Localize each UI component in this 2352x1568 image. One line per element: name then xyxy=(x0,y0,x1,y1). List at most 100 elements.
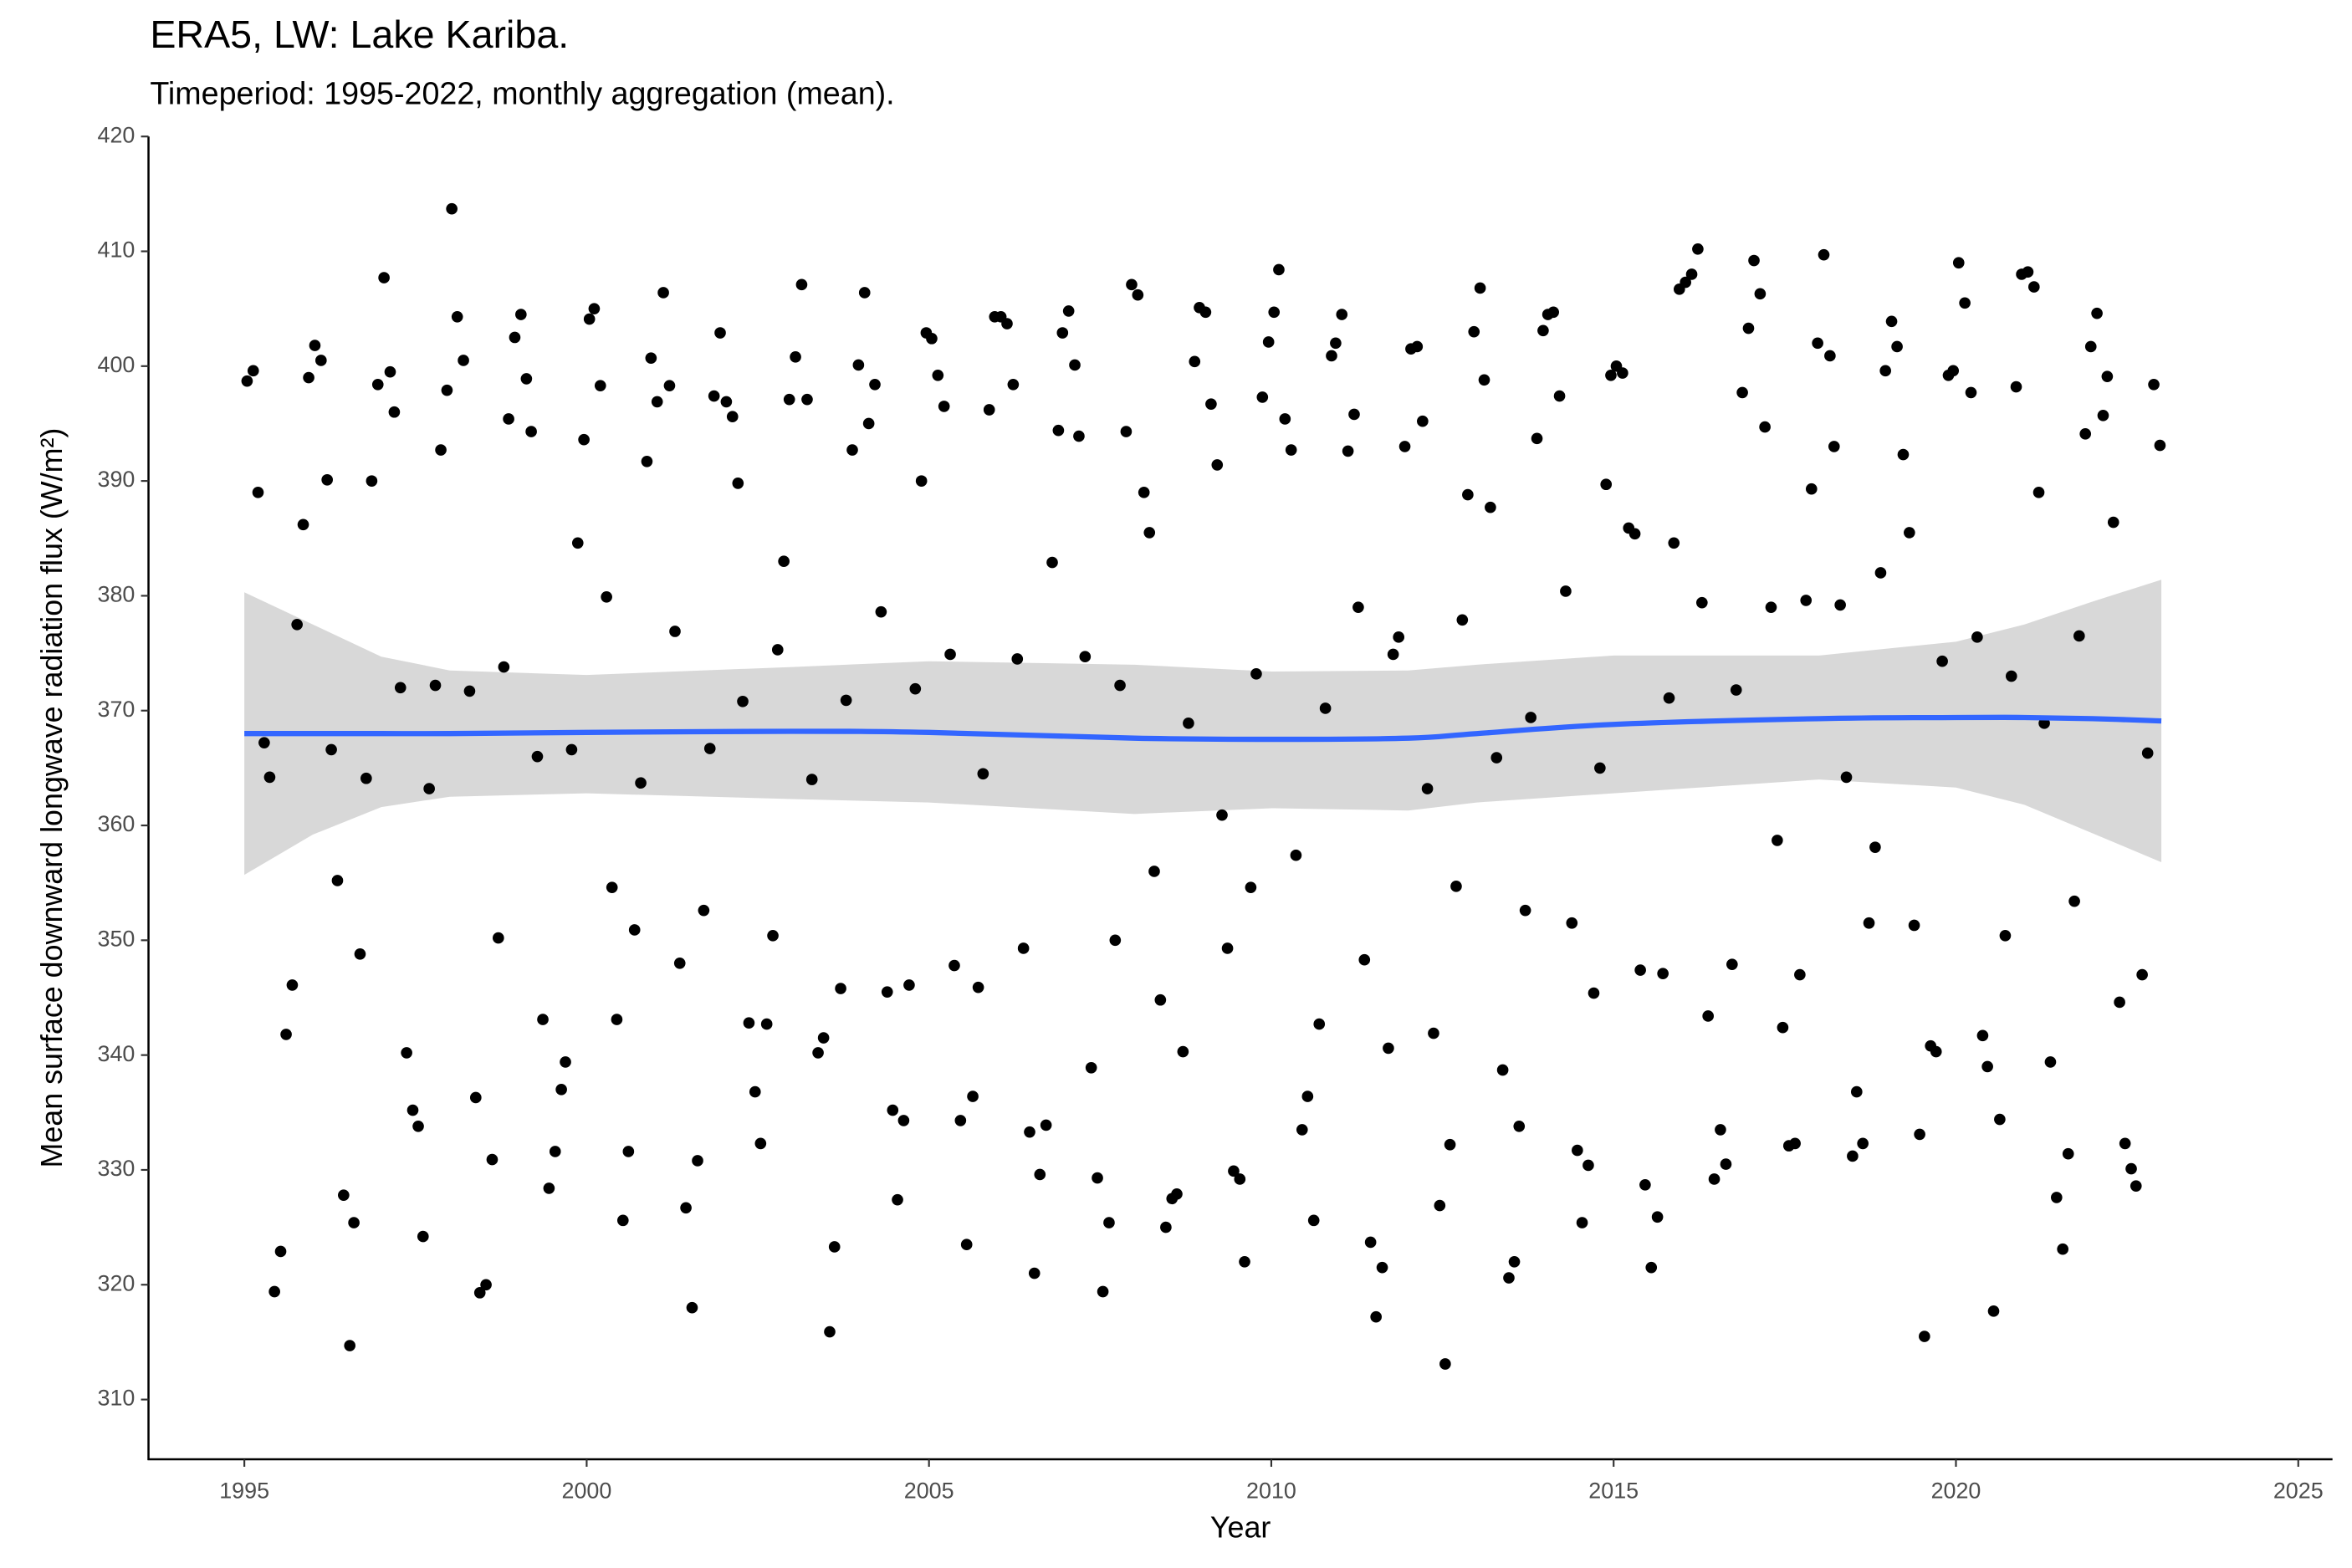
data-point xyxy=(1863,917,1875,929)
y-tick-label: 360 xyxy=(98,811,135,836)
data-point xyxy=(1685,268,1698,280)
data-point xyxy=(1914,1128,1925,1141)
data-point xyxy=(1028,1267,1041,1279)
data-point xyxy=(645,352,657,365)
data-point xyxy=(2084,340,2097,353)
data-point xyxy=(1874,567,1887,579)
data-point xyxy=(1588,987,1600,999)
data-point xyxy=(366,475,378,487)
data-point xyxy=(1726,958,1738,970)
data-point xyxy=(1132,289,1144,301)
y-tick-label: 380 xyxy=(98,582,135,607)
data-point xyxy=(1857,1137,1869,1150)
data-point xyxy=(1947,365,1960,377)
data-point xyxy=(754,1137,767,1150)
x-tick-label: 2010 xyxy=(1246,1479,1296,1504)
data-point xyxy=(2079,428,2092,440)
data-point xyxy=(1079,651,1092,663)
data-point xyxy=(2050,1192,2063,1203)
data-point xyxy=(1228,1165,1240,1177)
data-point xyxy=(1891,340,1903,353)
data-point xyxy=(698,904,710,917)
data-point xyxy=(1421,783,1434,794)
data-point xyxy=(743,1017,755,1029)
data-point xyxy=(1879,365,1891,377)
x-axis-title: Year xyxy=(1210,1511,1271,1545)
data-point xyxy=(840,694,852,707)
data-point xyxy=(1160,1221,1172,1233)
data-point xyxy=(622,1146,635,1157)
y-axis-title: Mean surface downward longwave radiation… xyxy=(35,428,69,1168)
data-point xyxy=(2022,266,2034,278)
y-tick-label: 400 xyxy=(98,352,135,377)
data-point xyxy=(1936,655,1948,667)
data-point xyxy=(1702,1010,1714,1022)
data-point xyxy=(783,393,795,406)
data-point xyxy=(1103,1217,1115,1228)
data-point xyxy=(565,743,578,756)
data-point xyxy=(486,1153,499,1166)
data-point xyxy=(371,378,384,391)
data-point xyxy=(549,1146,561,1157)
data-point xyxy=(435,444,447,456)
data-point xyxy=(1387,648,1399,661)
data-point xyxy=(1904,527,1915,539)
data-point xyxy=(2027,281,2040,293)
data-point xyxy=(1034,1168,1046,1181)
chart-subtitle: Timeperiod: 1995-2022, monthly aggregati… xyxy=(150,76,894,111)
data-point xyxy=(384,365,396,378)
y-tick-label: 370 xyxy=(98,697,135,722)
data-point xyxy=(1553,390,1566,402)
data-point xyxy=(1850,1085,1863,1098)
data-point xyxy=(1496,1064,1509,1076)
data-point xyxy=(616,1214,629,1227)
chart-title: ERA5, LW: Lake Kariba. xyxy=(150,13,569,56)
data-point xyxy=(274,1245,287,1258)
data-point xyxy=(1651,1211,1664,1223)
data-point xyxy=(1069,359,1081,371)
data-point xyxy=(732,478,744,489)
data-point xyxy=(1383,1042,1394,1055)
data-point xyxy=(594,380,606,391)
data-point xyxy=(1531,432,1543,445)
data-point xyxy=(1301,1090,1314,1102)
data-point xyxy=(578,433,590,446)
data-point xyxy=(1566,917,1578,929)
data-point xyxy=(2097,410,2109,421)
data-point xyxy=(2107,516,2119,529)
data-point xyxy=(720,396,733,408)
data-point xyxy=(1994,1113,2006,1126)
data-point xyxy=(1189,355,1201,368)
data-point xyxy=(1952,257,1965,269)
data-point xyxy=(2068,895,2080,907)
data-point xyxy=(972,981,984,993)
data-point xyxy=(1211,459,1224,471)
data-point xyxy=(555,1084,567,1096)
data-point xyxy=(1594,762,1606,774)
data-point xyxy=(1834,599,1846,611)
data-point xyxy=(1456,614,1469,626)
data-point xyxy=(1828,441,1840,452)
data-point xyxy=(1313,1018,1326,1030)
data-point xyxy=(1600,478,1613,491)
data-point xyxy=(2091,307,2103,319)
data-point xyxy=(1250,667,1262,680)
confidence-band xyxy=(244,580,2162,876)
data-point xyxy=(897,1115,910,1126)
data-point xyxy=(869,378,881,391)
data-point xyxy=(1268,306,1281,319)
data-point xyxy=(451,310,463,323)
data-point xyxy=(1629,528,1641,540)
data-point xyxy=(1537,324,1549,337)
data-point xyxy=(1959,297,1971,309)
data-point xyxy=(1736,386,1748,399)
y-tick-label: 410 xyxy=(98,237,135,263)
x-tick-label: 2020 xyxy=(1931,1479,1981,1504)
data-point xyxy=(520,373,533,385)
data-point xyxy=(692,1155,703,1167)
data-point xyxy=(1987,1305,2000,1317)
data-point xyxy=(1273,263,1285,276)
data-point xyxy=(1508,1255,1521,1268)
data-point xyxy=(1444,1138,1456,1151)
data-point xyxy=(315,355,327,366)
